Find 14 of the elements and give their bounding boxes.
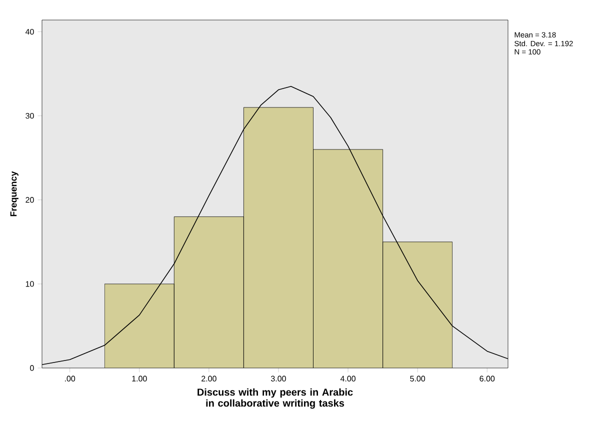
x-tick-label: 6.00: [480, 376, 495, 382]
y-tick-label: 0: [30, 365, 34, 371]
x-tick-label: 4.00: [340, 376, 356, 382]
y-tick-label: 10: [26, 281, 34, 287]
y-tick-label: 30: [26, 112, 34, 119]
x-tick-label: 1.00: [132, 376, 147, 382]
y-tick-label: 40: [25, 28, 34, 35]
y-tick-label: 20: [26, 197, 34, 203]
x-axis-title: Discuss with my peers in Arabic in collaborative writing tasks: [198, 388, 353, 409]
x-tick-label: .00: [65, 376, 76, 382]
x-tick-label: 3.00: [270, 376, 286, 382]
y-axis-title: Frequency: [10, 171, 18, 216]
x-tick-label: 2.00: [202, 376, 216, 382]
x-tick-label: 5.00: [410, 376, 426, 382]
